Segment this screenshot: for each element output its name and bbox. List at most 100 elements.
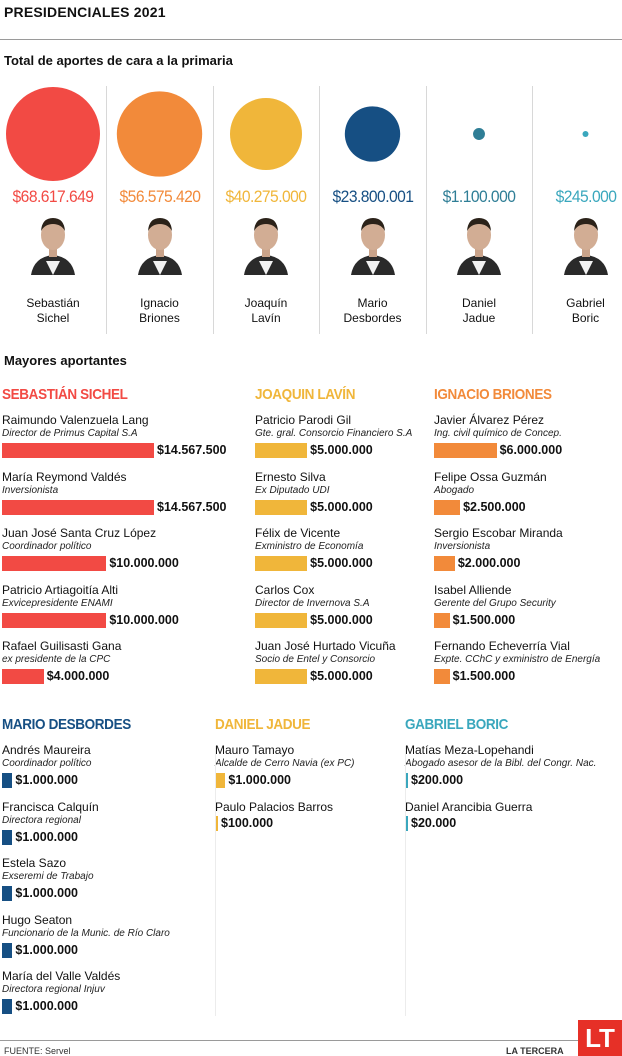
donor-name: Fernando Echeverría Vial xyxy=(434,639,570,653)
donor-amount: $5.000.000 xyxy=(310,556,373,570)
candidate-portrait xyxy=(454,213,504,275)
column-separator xyxy=(319,86,321,334)
candidate-header: JOAQUIN LAVÍN xyxy=(255,386,356,403)
donor-amount: $1.000.000 xyxy=(15,829,78,844)
donor-role: Expte. CChC y exministro de Energía xyxy=(434,654,601,665)
donor-amount: $100.000 xyxy=(221,815,274,830)
donor-bar xyxy=(255,499,308,515)
candidate-name-line2: Briones xyxy=(139,311,180,325)
candidate-name-line2: Boric xyxy=(571,311,600,325)
donor-name: Javier Álvarez Pérez xyxy=(434,413,545,427)
donor-bar xyxy=(255,556,308,571)
candidate-name-line1: Mario xyxy=(357,296,388,310)
candidate-name-line2: Sichel xyxy=(36,311,70,325)
donor-role: Directora regional Injuv xyxy=(2,984,105,995)
footer-brand: LA TERCERA xyxy=(506,1046,564,1056)
donor-role: Coordinador político xyxy=(2,541,92,552)
donor-bar xyxy=(2,612,107,628)
candidate-name: Mario Desbordes xyxy=(321,296,425,326)
donor-name: Mauro Tamayo xyxy=(215,743,295,757)
donor-amount: $20.000 xyxy=(411,815,457,830)
candidate-portrait xyxy=(28,213,78,275)
donor-role: Inversionista xyxy=(434,541,491,552)
donor-bar xyxy=(434,499,461,515)
donor-amount: $5.000.000 xyxy=(310,669,373,683)
donor-bar xyxy=(255,612,308,628)
donor-name: María del Valle Valdés xyxy=(2,969,121,983)
bubble-svg xyxy=(6,87,589,181)
donor-amount: $5.000.000 xyxy=(310,499,373,514)
donor-bar xyxy=(2,556,107,571)
bubble-2 xyxy=(229,97,303,171)
donor-bar xyxy=(2,669,44,684)
candidate-name: Gabriel Boric xyxy=(534,296,622,326)
donor-bar xyxy=(434,612,450,628)
candidate-name: Sebastián Sichel xyxy=(1,296,105,326)
donor-role: Coordinador político xyxy=(2,758,92,769)
donor-role: Socio de Entel y Consorcio xyxy=(255,654,376,665)
candidate-name-line1: Ignacio xyxy=(140,296,179,310)
donor-role: Director de Invernova S.A xyxy=(255,597,370,609)
candidate-portrait xyxy=(135,213,185,275)
donor-amount: $5.000.000 xyxy=(310,612,373,627)
candidate-name-line1: Gabriel xyxy=(566,296,605,310)
column-separator xyxy=(212,86,214,334)
donor-amount: $1.000.000 xyxy=(15,773,78,787)
donor-bar xyxy=(255,443,308,458)
donor-name: Juan José Hurtado Vicuña xyxy=(255,639,396,653)
donor-amount: $2.000.000 xyxy=(457,556,521,570)
donor-amount: $6.000.000 xyxy=(499,443,563,457)
donor-bar xyxy=(2,942,13,958)
header-rule xyxy=(0,39,622,40)
donor-name: Raimundo Valenzuela Lang xyxy=(2,413,149,427)
donor-name: Isabel Alliende xyxy=(434,582,512,597)
candidate-name-line1: Daniel xyxy=(461,296,497,310)
donor-bar xyxy=(2,886,13,901)
donor-name: Hugo Seaton xyxy=(2,912,73,927)
candidate-name-line1: Joaquín xyxy=(244,296,288,310)
column-separator xyxy=(532,86,534,334)
footer-source: FUENTE: Servel xyxy=(4,1046,71,1056)
candidate-header: GABRIEL BORIC xyxy=(405,716,509,733)
donor-name: Sergio Escobar Miranda xyxy=(434,526,563,540)
donor-role: Abogado asesor de la Bibl. del Congr. Na… xyxy=(405,758,597,769)
value-label: $56.575.420 xyxy=(119,187,200,206)
candidate-portrait xyxy=(241,213,291,275)
candidate-name-line1: Sebastián xyxy=(26,296,80,310)
bubble-0 xyxy=(6,87,100,181)
donor-bar xyxy=(434,443,497,458)
donor-role: Alcalde de Cerro Navia (ex PC) xyxy=(215,758,355,769)
candidate-name: Joaquín Lavín xyxy=(214,296,318,326)
donor-role: Exseremi de Trabajo xyxy=(2,871,94,882)
donor-bar xyxy=(434,556,455,571)
donor-bar xyxy=(2,499,154,515)
donor-bar xyxy=(2,443,154,458)
donor-bar xyxy=(405,773,408,788)
donor-role: Exvicepresidente ENAMI xyxy=(2,597,113,609)
donor-bar xyxy=(2,829,13,845)
donor-bar xyxy=(2,773,13,788)
donor-name: Estela Sazo xyxy=(2,856,67,870)
donor-name: María Reymond Valdés xyxy=(2,469,127,484)
donor-name: Andrés Maureira xyxy=(2,743,91,757)
donor-amount: $10.000.000 xyxy=(109,556,179,570)
candidate-name: Daniel Jadue xyxy=(427,296,531,326)
column-separator xyxy=(425,86,427,334)
donor-role: Exministro de Economía xyxy=(255,541,364,552)
donor-amount: $1.000.000 xyxy=(15,999,78,1013)
value-label: $23.800.001 xyxy=(332,187,413,206)
donor-name: Carlos Cox xyxy=(255,582,315,597)
bubble-3 xyxy=(344,106,401,162)
donor-amount: $14.567.500 xyxy=(157,499,227,514)
donor-name: Patricio Artiagoitía Alti xyxy=(2,582,119,597)
donor-bar xyxy=(215,773,226,788)
candidate-name: Ignacio Briones xyxy=(108,296,212,326)
donor-amount: $2.500.000 xyxy=(463,499,526,514)
donor-amount: $1.000.000 xyxy=(228,773,291,787)
candidate-header: MARIO DESBORDES xyxy=(2,716,131,733)
donor-role: ex presidente de la CPC xyxy=(2,654,111,665)
donor-role: Ing. civil químico de Concep. xyxy=(434,428,562,439)
column-guide xyxy=(405,746,406,1016)
donor-amount: $5.000.000 xyxy=(310,443,373,457)
candidate-header: DANIEL JADUE xyxy=(215,716,311,733)
